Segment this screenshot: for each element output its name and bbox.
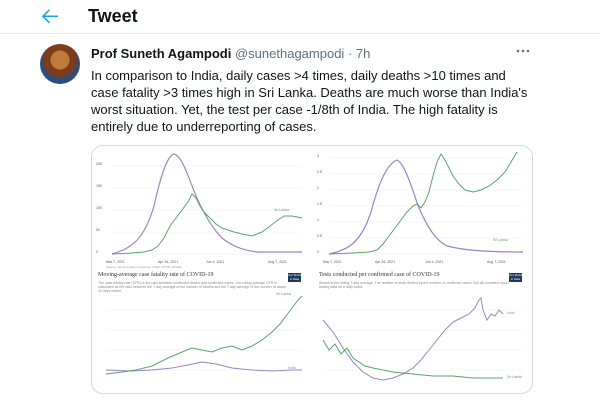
x-tick: Apr 26, 2021 xyxy=(158,260,179,264)
avatar[interactable] xyxy=(40,44,80,84)
sri-lanka-line xyxy=(322,339,503,379)
chart-daily-cases: 200 150 100 50 0 Mar 7, 2021 Apr 26, 202… xyxy=(92,146,311,269)
x-tick: Aug 7, 2021 xyxy=(268,260,287,264)
y-tick: 2.5 xyxy=(317,170,322,174)
more-button[interactable] xyxy=(514,44,532,58)
sri-lanka-line xyxy=(105,295,303,375)
y-tick: 0 xyxy=(96,250,98,254)
x-tick: Jun 4, 2021 xyxy=(206,260,225,264)
tweet-paragraph: In comparison to India, daily cases >4 t… xyxy=(91,68,528,134)
owid-badge: Our World in Data xyxy=(509,273,522,282)
india-line xyxy=(111,153,302,255)
series-label-india: India xyxy=(288,366,296,370)
x-tick: Mar 7, 2021 xyxy=(323,260,342,264)
page-title: Tweet xyxy=(88,6,138,26)
tweet-text: In comparison to India, daily cases >4 t… xyxy=(91,67,536,135)
y-tick: 3 xyxy=(317,154,319,158)
more-horizontal-icon xyxy=(516,49,530,53)
chart-source: Source: Johns Hopkins University CSSE CO… xyxy=(106,265,182,269)
author-handle[interactable]: @sunethagampodi xyxy=(234,46,345,61)
owid-badge: Our World in Data xyxy=(288,273,301,282)
chart-daily-deaths: 3 2.5 2 1.5 1 0.5 0 Mar 7, 2021 Apr 26, … xyxy=(313,146,532,269)
chart-subtitle: The case fatality rate (CFR) is the rati… xyxy=(98,281,286,293)
separator-dot: · xyxy=(347,46,353,61)
sri-lanka-line xyxy=(111,193,303,255)
y-tick: 0 xyxy=(317,250,319,254)
chart-subtitle: Shown is the rolling 7-day average. The … xyxy=(319,281,509,289)
author-name[interactable]: Prof Suneth Agampodi xyxy=(91,46,232,61)
y-tick: 200 xyxy=(96,162,102,166)
top-bar: Tweet xyxy=(0,0,600,33)
series-label-sri-lanka: Sri Lanka xyxy=(276,292,291,296)
header-divider xyxy=(0,33,600,34)
y-tick: 1 xyxy=(317,218,319,222)
series-label-sri-lanka: Sri Lanka xyxy=(274,208,289,212)
x-tick: Jun 4, 2021 xyxy=(425,260,444,264)
y-tick: 0.5 xyxy=(317,234,322,238)
y-tick: 150 xyxy=(96,184,102,188)
series-label-india: India xyxy=(507,311,515,315)
chart-title: Tests conducted per confirmed case of CO… xyxy=(319,272,440,278)
back-button[interactable] xyxy=(38,4,62,28)
y-tick: 100 xyxy=(96,206,102,210)
india-line xyxy=(328,159,524,255)
india-line xyxy=(105,361,302,372)
series-label-sri-lanka: Sri Lanka xyxy=(493,238,508,242)
arrow-left-icon xyxy=(41,9,58,24)
y-tick: 1.5 xyxy=(317,202,322,206)
sri-lanka-line xyxy=(328,151,518,255)
y-tick: 50 xyxy=(96,228,100,232)
chart-case-fatality: Moving-average case fatality rate of COV… xyxy=(92,270,311,393)
series-label-sri-lanka: Sri Lanka xyxy=(507,375,522,379)
x-tick: Apr 26, 2021 xyxy=(375,260,396,264)
tweet-media[interactable]: 200 150 100 50 0 Mar 7, 2021 Apr 26, 202… xyxy=(91,145,533,394)
x-tick: Mar 7, 2021 xyxy=(106,260,125,264)
chart-title: Moving-average case fatality rate of COV… xyxy=(98,272,214,278)
x-tick: Aug 7, 2021 xyxy=(487,260,506,264)
y-tick: 2 xyxy=(317,186,319,190)
tweet-time[interactable]: 7h xyxy=(355,46,371,61)
tweet-author-row: Prof Suneth Agampodi @sunethagampodi · 7… xyxy=(91,46,370,61)
india-line xyxy=(322,296,504,381)
chart-tests-per-case: Tests conducted per confirmed case of CO… xyxy=(313,270,532,393)
